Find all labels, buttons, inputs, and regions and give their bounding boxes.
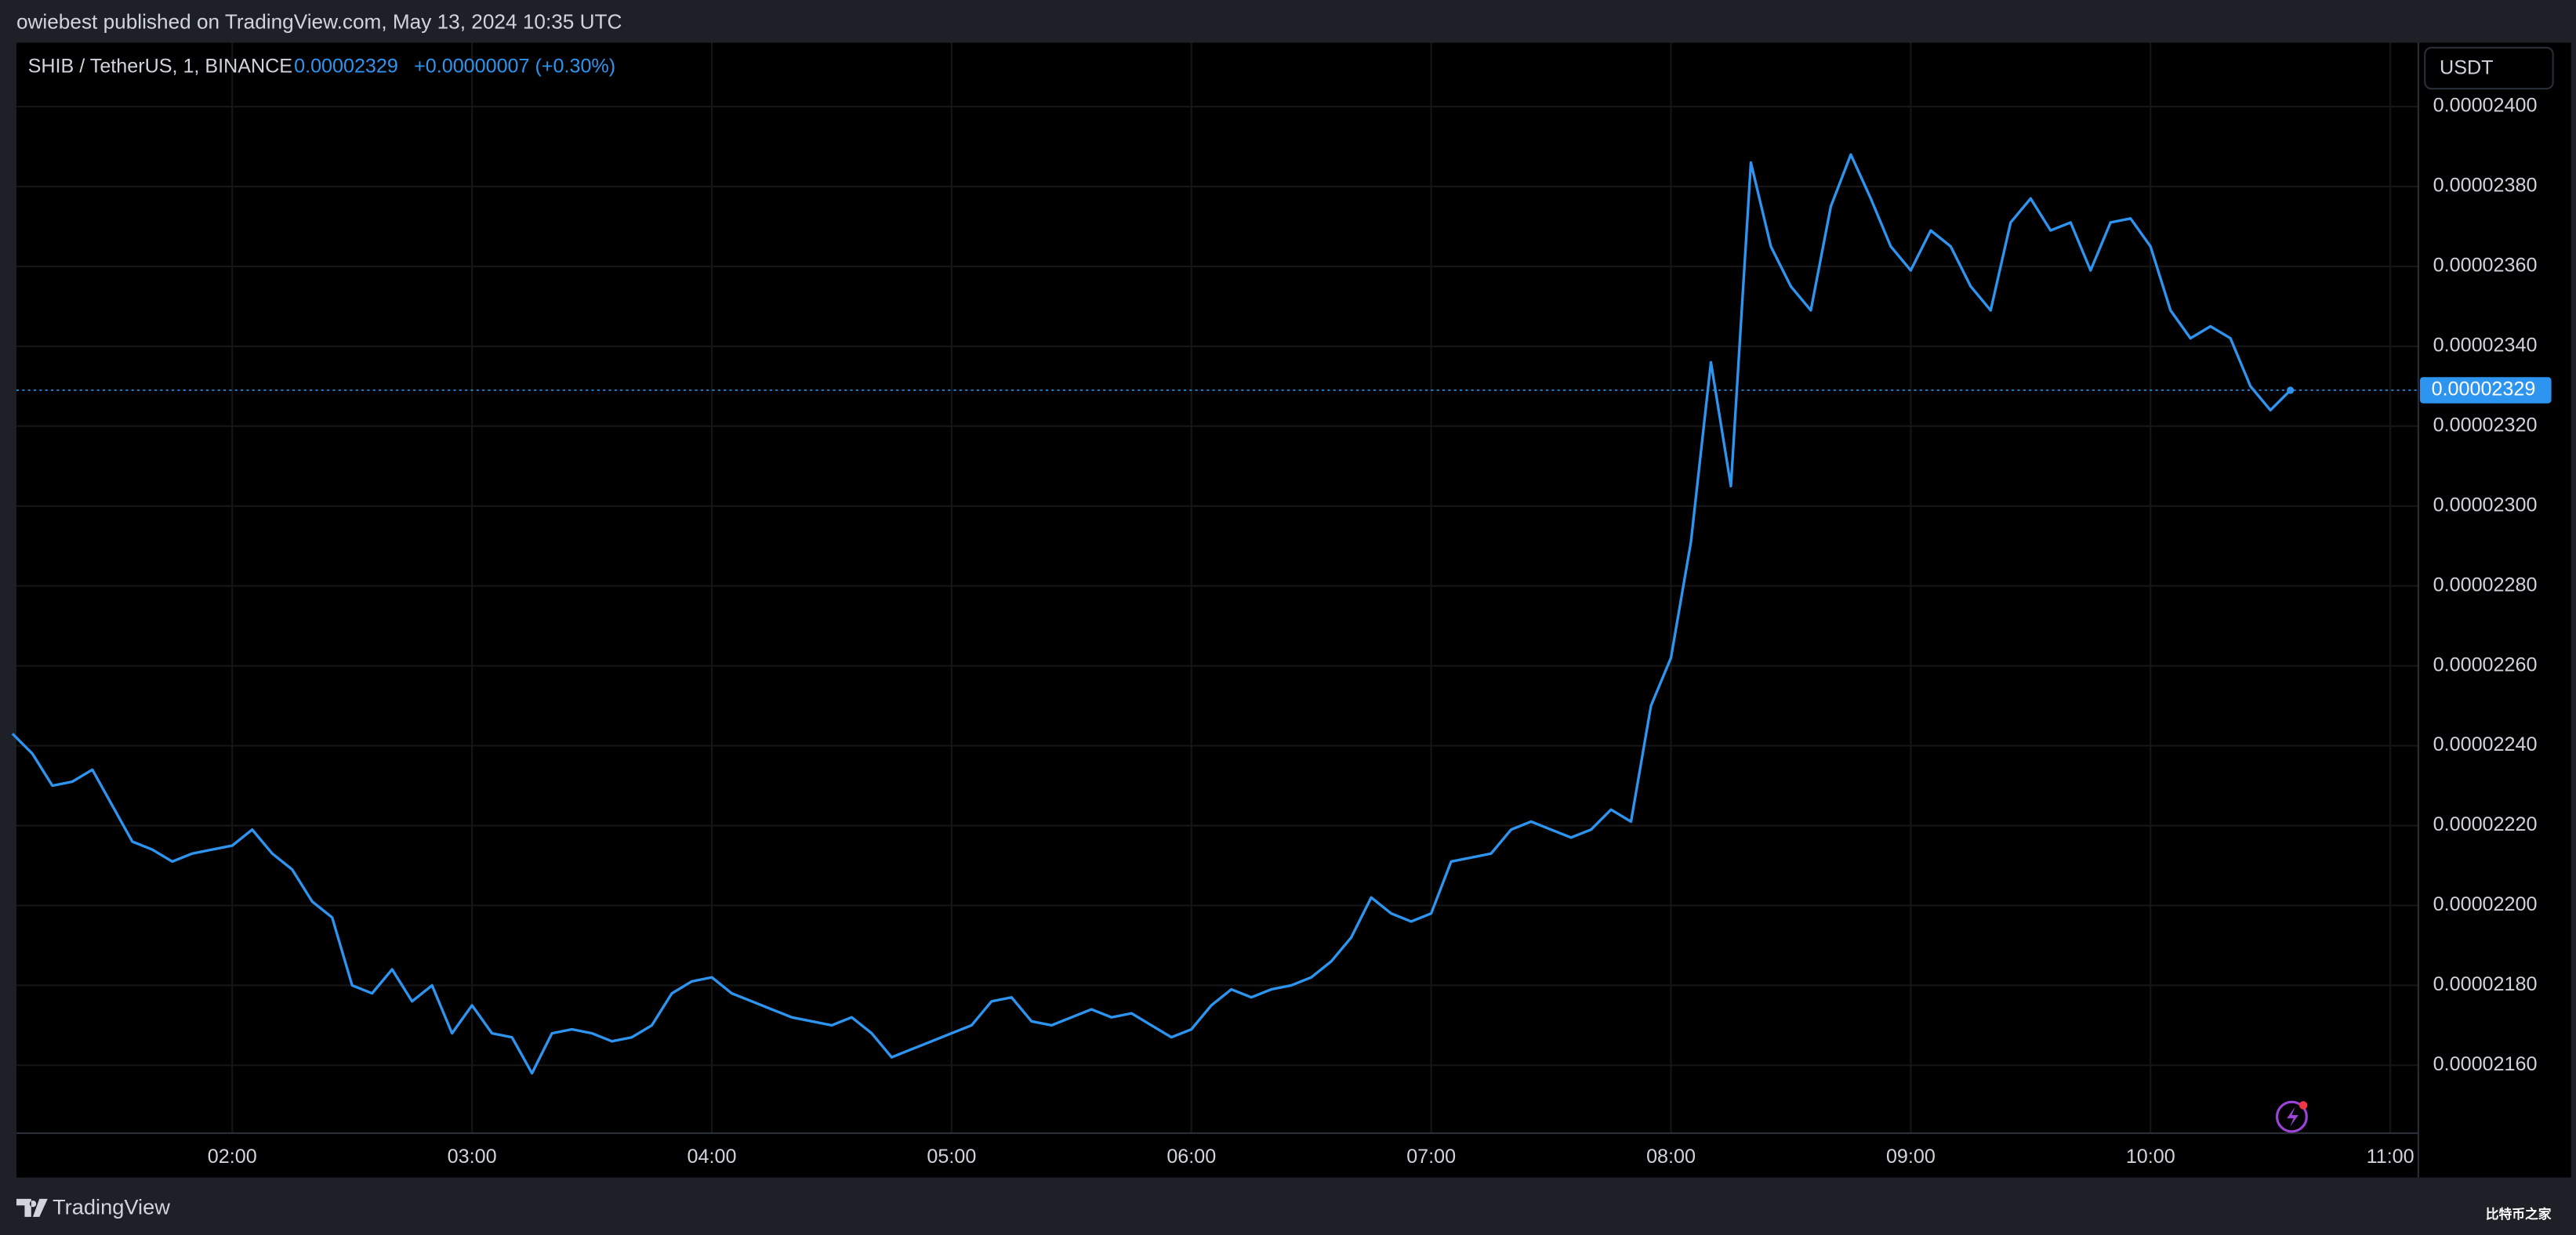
y-tick-label: 0.00002240 — [2433, 733, 2538, 755]
tv-logo — [16, 1198, 48, 1217]
y-tick-label: 0.00002180 — [2433, 973, 2538, 995]
alert-bolt[interactable] — [2287, 1106, 2298, 1127]
y-tick-label: 0.00002320 — [2433, 414, 2538, 436]
y-tick-label: 0.00002160 — [2433, 1053, 2538, 1075]
alert-ring[interactable] — [2276, 1100, 2308, 1133]
y-tick-label: 0.00002380 — [2433, 175, 2538, 197]
y-tick-label: 0.00002360 — [2433, 255, 2538, 277]
header-change: +0.00000007 (+0.30%) — [414, 56, 615, 78]
publisher: owiebest published on TradingView.com, M… — [16, 9, 622, 33]
y-tick-label: 0.00002400 — [2433, 95, 2538, 117]
currency-button[interactable] — [2424, 46, 2554, 90]
x-tick-label: 03:00 — [448, 1146, 497, 1168]
alert-icon[interactable] — [2276, 1100, 2308, 1133]
last-point — [2287, 386, 2295, 394]
x-tick-label: 10:00 — [2126, 1146, 2175, 1168]
last-price-box — [2419, 377, 2552, 404]
x-tick-label: 04:00 — [688, 1146, 737, 1168]
y-tick-label: 0.00002280 — [2433, 574, 2538, 596]
x-tick-label: 06:00 — [1166, 1146, 1216, 1168]
currency[interactable]: USDT — [2440, 57, 2493, 79]
y-tick-label: 0.00002300 — [2433, 494, 2538, 516]
chart-panel — [16, 42, 2571, 1178]
y-tick-label: 0.00002340 — [2433, 335, 2538, 357]
x-tick-label: 02:00 — [208, 1146, 257, 1168]
y-tick-label: 0.00002200 — [2433, 893, 2538, 915]
x-tick-label: 11:00 — [2367, 1146, 2415, 1168]
last-price-label: 0.00002329 — [2432, 378, 2536, 400]
y-tick-label: 0.00002220 — [2433, 813, 2538, 835]
brand: TradingView — [53, 1195, 170, 1219]
watermark: 比特币之家 — [2486, 1206, 2552, 1222]
header-price: 0.00002329 — [294, 56, 398, 78]
symbol: SHIB / TetherUS, 1, BINANCE — [28, 56, 292, 78]
x-tick-label: 08:00 — [1646, 1146, 1696, 1168]
x-tick-label: 07:00 — [1406, 1146, 1456, 1168]
price-line — [11, 153, 2291, 1075]
y-tick-label: 0.00002260 — [2433, 654, 2538, 675]
x-tick-label: 09:00 — [1886, 1146, 1936, 1168]
alert-dot[interactable] — [2298, 1101, 2308, 1110]
x-tick-label: 05:00 — [927, 1146, 976, 1168]
